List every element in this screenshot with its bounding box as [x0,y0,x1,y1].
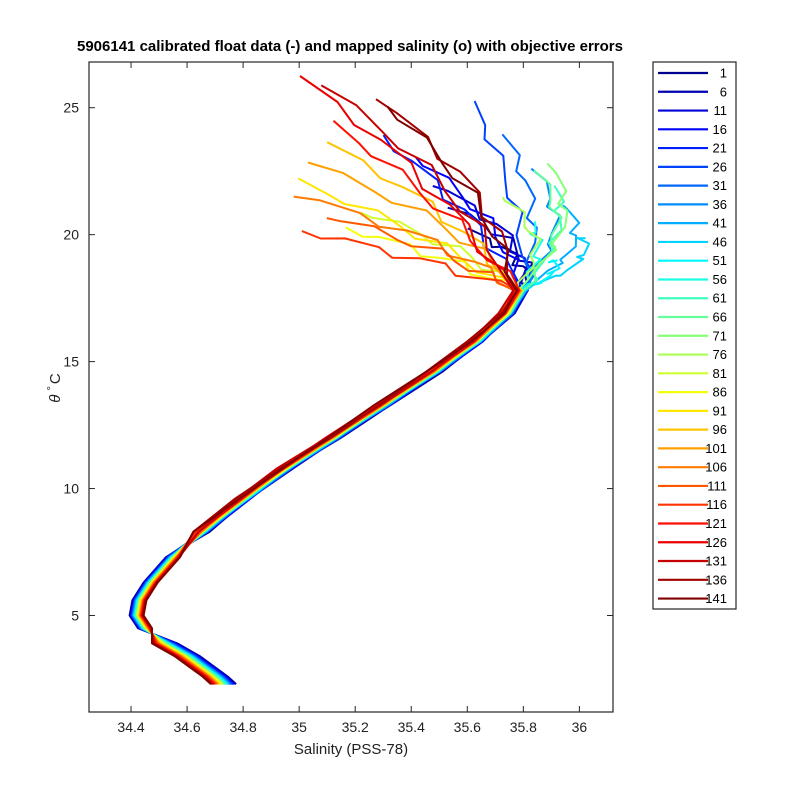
x-tick-label: 36 [572,719,588,735]
legend-label-131: 131 [705,554,727,569]
plot-background [89,62,613,712]
legend-label-31: 31 [713,178,727,193]
x-tick-label: 34.6 [173,719,200,735]
legend: 1611162126313641465156616671768186919610… [652,61,737,610]
legend-label-96: 96 [713,422,727,437]
legend-label-36: 36 [713,197,727,212]
y-tick-label: 5 [71,608,79,624]
legend-label-71: 71 [713,328,727,343]
legend-label-76: 76 [713,347,727,362]
y-axis-label-degree: ° [46,386,58,390]
y-tick-label: 15 [63,354,79,370]
legend-label-111: 111 [707,478,727,493]
y-tick-label: 25 [63,100,79,116]
chart-title: 5906141 calibrated float data (-) and ma… [77,38,623,55]
legend-label-26: 26 [713,159,727,174]
legend-label-66: 66 [713,310,727,325]
legend-label-6: 6 [720,84,727,99]
plot-frame [88,61,614,713]
legend-label-106: 106 [705,460,727,475]
x-tick-label: 35.4 [398,719,425,735]
plot-area: 34.4 34.6 34.8 35 35.2 35.4 35.6 35.8 36 5 10 15 20 2… [63,61,614,735]
x-tick-label: 35.2 [342,719,369,735]
x-tick-label: 35.6 [454,719,481,735]
x-tick-label: 35.8 [510,719,537,735]
y-tick-label: 20 [63,227,79,243]
x-tick-label: 35 [291,719,307,735]
x-tick-label: 34.4 [117,719,144,735]
y-axis-label: θ ° C [46,373,64,403]
legend-label-46: 46 [713,234,727,249]
series-lines [128,75,591,685]
axis-ticks: 34.4 34.6 34.8 35 35.2 35.4 35.6 35.8 36 5 10 15 20 2… [63,62,613,735]
legend-label-41: 41 [713,216,727,231]
legend-label-116: 116 [706,497,727,512]
legend-label-51: 51 [713,253,727,268]
legend-label-16: 16 [713,122,727,137]
y-axis-label-unit: C [47,373,64,384]
legend-label-1: 1 [720,66,727,81]
x-axis-label: Salinity (PSS-78) [294,741,408,758]
legend-label-121: 121 [705,516,727,531]
legend-label-21: 21 [713,141,727,156]
legend-label-101: 101 [705,441,727,456]
legend-label-81: 81 [713,366,727,381]
legend-label-56: 56 [713,272,727,287]
legend-label-11: 11 [714,103,728,118]
x-tick-label: 34.8 [229,719,256,735]
legend-label-126: 126 [705,535,727,550]
legend-label-141: 141 [705,591,727,606]
y-axis-label-symbol: θ [47,395,64,403]
series-line-141 [142,105,518,685]
y-tick-label: 10 [63,481,79,497]
legend-label-91: 91 [713,403,727,418]
legend-entries: 1611162126313641465156616671768186919610… [658,66,728,606]
legend-label-61: 61 [713,291,727,306]
legend-label-86: 86 [713,385,727,400]
legend-label-136: 136 [705,572,727,587]
